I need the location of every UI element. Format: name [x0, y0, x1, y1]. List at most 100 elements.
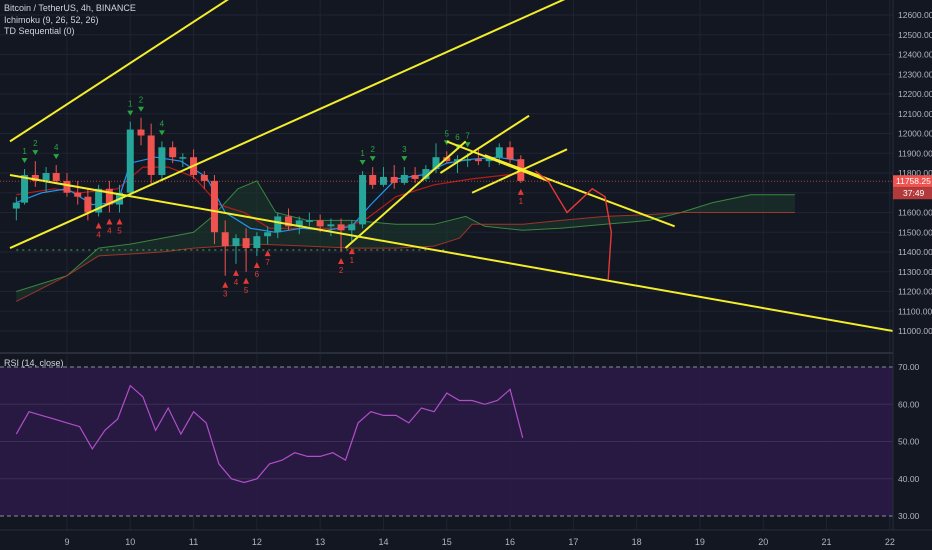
candle: [147, 123, 155, 185]
candle: [42, 167, 50, 193]
candle-body: [327, 224, 335, 227]
rsi-tick-label: 60.00: [898, 399, 920, 409]
candle: [348, 220, 356, 243]
candle-body: [274, 216, 282, 233]
td-sell-setup-arrow: [32, 150, 39, 156]
candle-body: [63, 180, 71, 193]
td-count-label: 4: [96, 230, 101, 239]
time-axis: [0, 530, 932, 550]
ichimoku-cloud: [16, 180, 795, 302]
trendline: [9, 173, 894, 332]
td-buy-setup-arrow: [253, 261, 260, 268]
candle-body: [474, 159, 482, 162]
candle: [21, 169, 29, 205]
td-buy-setup-arrow: [232, 269, 239, 276]
candle: [210, 174, 218, 245]
candle-body: [295, 220, 303, 227]
td-sell-setup-arrow: [138, 106, 145, 112]
candle-body: [200, 174, 208, 181]
candle-body: [74, 192, 82, 197]
candle: [84, 188, 92, 221]
candle: [105, 180, 113, 213]
price-tick-label: 12000.00: [898, 129, 932, 139]
td-buy-setup-arrow: [106, 218, 113, 225]
candle-body: [105, 188, 113, 205]
ichimoku-legend[interactable]: Ichimoku (9, 26, 52, 26): [4, 14, 99, 25]
price-projection-path: [534, 170, 613, 280]
candle-body: [242, 238, 250, 249]
rsi-tick-label: 30.00: [898, 511, 920, 521]
candle: [242, 228, 250, 272]
candle: [327, 218, 335, 237]
trendline: [439, 114, 530, 174]
price-axis: [893, 0, 932, 550]
main-legend: Bitcoin / TetherUS, 4h, BINANCE Ichimoku…: [4, 3, 136, 38]
time-tick-label: 14: [378, 537, 388, 547]
price-tick-label: 12500.00: [898, 30, 932, 40]
time-tick-label: 18: [632, 537, 642, 547]
candle: [285, 208, 293, 231]
candle-body: [95, 188, 103, 213]
td-sell-setup-arrow: [369, 156, 376, 162]
td-count-label: 7: [265, 258, 270, 267]
symbol-title[interactable]: Bitcoin / TetherUS, 4h, BINANCE: [4, 3, 136, 13]
price-tick-label: 11600.00: [898, 208, 932, 218]
candle-body: [42, 173, 50, 181]
time-tick-label: 12: [252, 537, 262, 547]
td-count-label: 6: [455, 133, 460, 142]
td-sell-setup-arrow: [127, 110, 134, 116]
candle: [369, 167, 377, 189]
rsi-tick-label: 50.00: [898, 437, 920, 447]
candle: [274, 212, 282, 239]
td-sequential-legend[interactable]: TD Sequential (0): [4, 26, 75, 36]
td-count-label: 4: [54, 143, 59, 152]
td-count-label: 7: [465, 131, 470, 140]
time-tick-label: 20: [758, 537, 768, 547]
td-buy-setup-arrow: [338, 258, 345, 264]
time-tick-label: 21: [822, 537, 832, 547]
rsi-legend[interactable]: RSI (14, close): [4, 358, 64, 368]
td-count-label: 2: [339, 266, 344, 275]
price-tick-label: 11500.00: [898, 227, 932, 237]
last-price-badge: [893, 175, 932, 188]
td-count-label: 1: [519, 197, 524, 206]
td-count-label: 5: [244, 286, 249, 295]
candle-body: [285, 216, 293, 227]
price-tick-label: 12200.00: [898, 89, 932, 99]
rsi-tick-label: 70.00: [898, 362, 920, 372]
candle-body: [337, 224, 345, 231]
candle: [411, 167, 419, 183]
candle: [12, 196, 20, 221]
candle-body: [264, 232, 272, 237]
rsi-tick-label: 40.00: [898, 474, 920, 484]
candle: [31, 161, 39, 187]
time-tick-label: 9: [64, 537, 69, 547]
time-tick-label: 17: [568, 537, 578, 547]
candle-body: [147, 135, 155, 175]
candle-body: [495, 147, 503, 158]
price-tick-label: 11800.00: [898, 168, 932, 178]
candle: [253, 232, 261, 256]
price-tick-label: 12100.00: [898, 109, 932, 119]
price-tick-label: 11200.00: [898, 287, 932, 297]
td-buy-setup-arrow: [222, 281, 229, 288]
candle: [379, 167, 387, 187]
time-tick-label: 22: [885, 537, 895, 547]
candle-body: [12, 202, 20, 209]
candle-body: [221, 232, 229, 247]
candle-body: [169, 147, 177, 158]
candle-body: [253, 236, 261, 249]
time-tick-label: 16: [505, 537, 515, 547]
candle: [474, 147, 482, 166]
td-count-label: 3: [402, 145, 407, 154]
td-count-label: 2: [139, 96, 144, 105]
candle-body: [506, 147, 514, 160]
candle-body: [411, 174, 419, 179]
td-count-label: 1: [360, 149, 365, 158]
candle: [74, 180, 82, 205]
candle-body: [400, 174, 408, 183]
trendline: [471, 148, 568, 194]
candle-body: [390, 176, 398, 183]
